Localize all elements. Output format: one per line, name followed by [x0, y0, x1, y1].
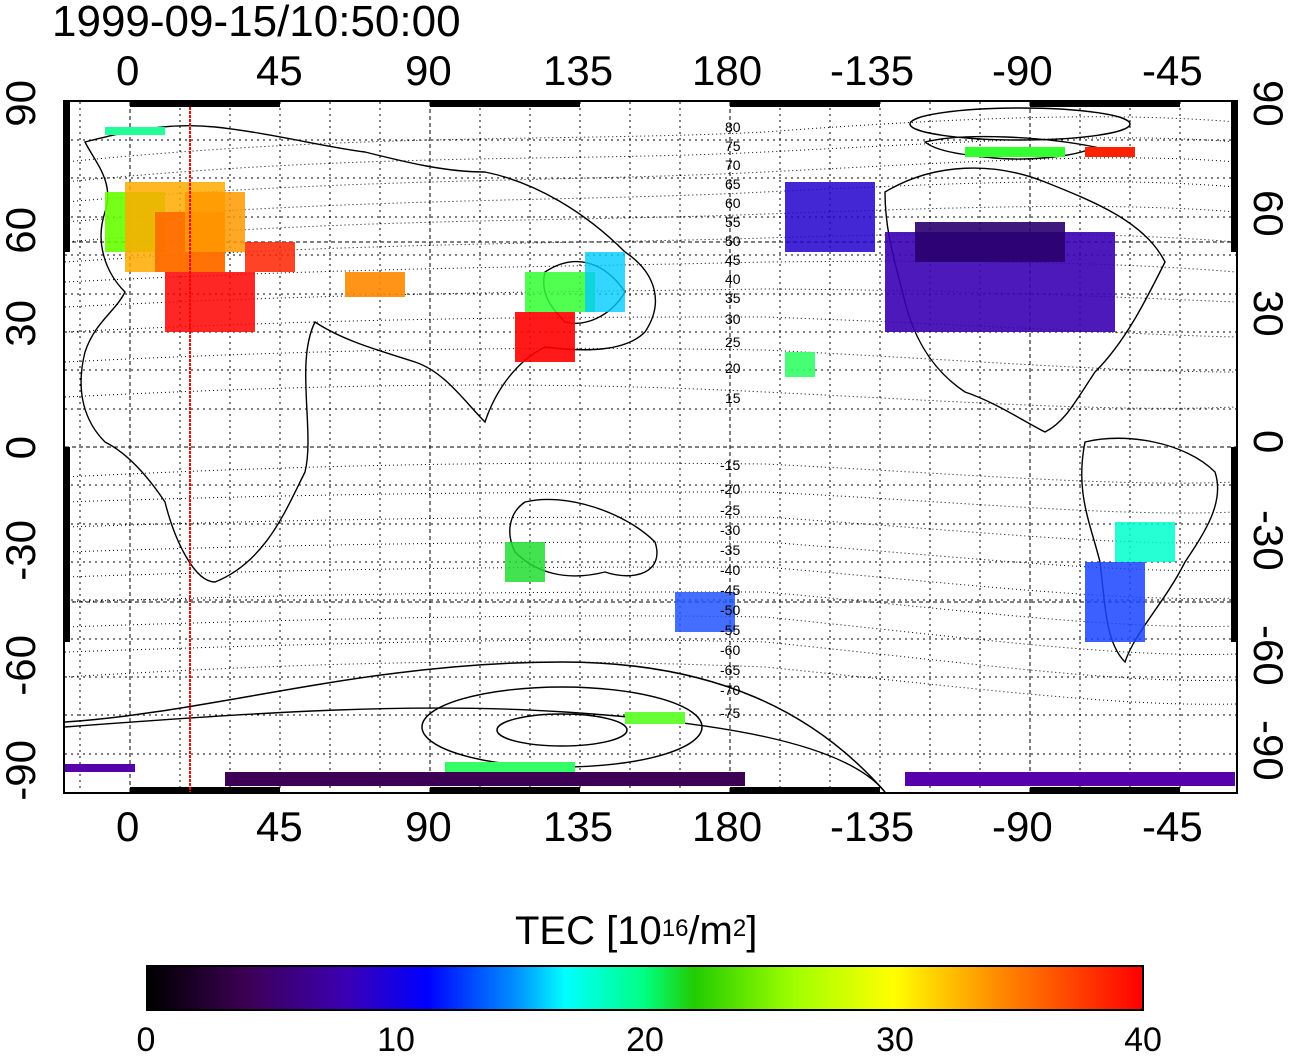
contour-label: 30	[725, 311, 741, 327]
contour-label: 60	[725, 195, 741, 211]
lon-tick-top: 135	[543, 47, 614, 94]
contour-label: -25	[720, 502, 740, 518]
lat-tick-left: 60	[0, 207, 44, 254]
contour-label: -70	[720, 682, 740, 698]
lon-tick-top: -135	[830, 47, 915, 94]
contour-label: -60	[720, 642, 740, 658]
lon-tick-bottom: 45	[256, 803, 303, 850]
lat-tick-right: -60	[1245, 625, 1292, 686]
lat-tick-left: 0	[0, 436, 44, 460]
frame-ticks	[65, 102, 1236, 792]
lat-tick-left: -90	[0, 740, 44, 801]
tec-world-map: 80 75 70 65 60 55 50 45 40 35 30 25 20 1…	[63, 100, 1238, 794]
contour-labels: 80 75 70 65 60 55 50 45 40 35 30 25 20 1…	[720, 119, 741, 721]
contour-label: -40	[720, 562, 740, 578]
contour-label: -55	[720, 622, 740, 638]
lon-tick-bottom: 90	[405, 803, 452, 850]
contour-label: 35	[725, 290, 741, 306]
contour-label: 45	[725, 252, 741, 268]
lon-tick-top: 0	[116, 47, 140, 94]
contour-label: 20	[725, 360, 741, 376]
lat-tick-right: 30	[1245, 290, 1292, 337]
colorbar-title: TEC [1016/m2]	[515, 909, 758, 953]
lon-tick-top: 180	[692, 47, 763, 94]
map-canvas: 80 75 70 65 60 55 50 45 40 35 30 25 20 1…	[65, 102, 1236, 792]
tec-data-patches	[65, 127, 1235, 786]
lon-tick-bottom: -135	[830, 803, 915, 850]
contour-label: -30	[720, 522, 740, 538]
colorbar-tick: 20	[626, 1021, 664, 1059]
contour-label: 65	[725, 176, 741, 192]
contour-label: 50	[725, 233, 741, 249]
contour-label: 80	[725, 119, 741, 135]
lon-tick-bottom: 0	[116, 803, 140, 850]
contour-label: 70	[725, 157, 741, 173]
lat-tick-left: -30	[0, 520, 44, 581]
contour-label: 40	[725, 271, 741, 287]
contour-label: -45	[720, 582, 740, 598]
colorbar-tick: 30	[876, 1021, 914, 1059]
contour-label: -75	[720, 705, 740, 721]
contour-label: 15	[725, 390, 741, 406]
colorbar-tick: 10	[377, 1021, 415, 1059]
tec-colorbar	[146, 965, 1144, 1011]
lon-tick-bottom: 180	[692, 803, 763, 850]
lon-tick-top: 90	[405, 47, 452, 94]
contour-label: -35	[720, 542, 740, 558]
contour-label: -20	[720, 481, 740, 497]
lat-tick-right: 60	[1245, 190, 1292, 237]
contour-label: 25	[725, 334, 741, 350]
timestamp-title: 1999-09-15/10:50:00	[52, 0, 461, 46]
lat-tick-left: 30	[0, 300, 44, 347]
lat-tick-right: -90	[1245, 720, 1292, 781]
lat-tick-right: 0	[1245, 430, 1292, 454]
lon-tick-bottom: -45	[1142, 803, 1203, 850]
contour-label: -65	[720, 662, 740, 678]
lat-tick-left: 90	[0, 80, 44, 127]
lon-tick-bottom: -90	[992, 803, 1053, 850]
contour-label: -50	[720, 602, 740, 618]
colorbar-tick: 40	[1124, 1021, 1162, 1059]
lat-tick-right: 90	[1245, 80, 1292, 127]
colorbar-tick: 0	[136, 1021, 156, 1059]
lat-tick-right: -30	[1245, 510, 1292, 571]
lon-tick-top: -90	[992, 47, 1053, 94]
lat-tick-left: -60	[0, 635, 44, 696]
contour-label: -15	[720, 457, 740, 473]
lon-tick-top: 45	[256, 47, 303, 94]
lon-tick-bottom: 135	[543, 803, 614, 850]
contour-label: 75	[725, 138, 741, 154]
lon-tick-top: -45	[1142, 47, 1203, 94]
contour-label: 55	[725, 214, 741, 230]
